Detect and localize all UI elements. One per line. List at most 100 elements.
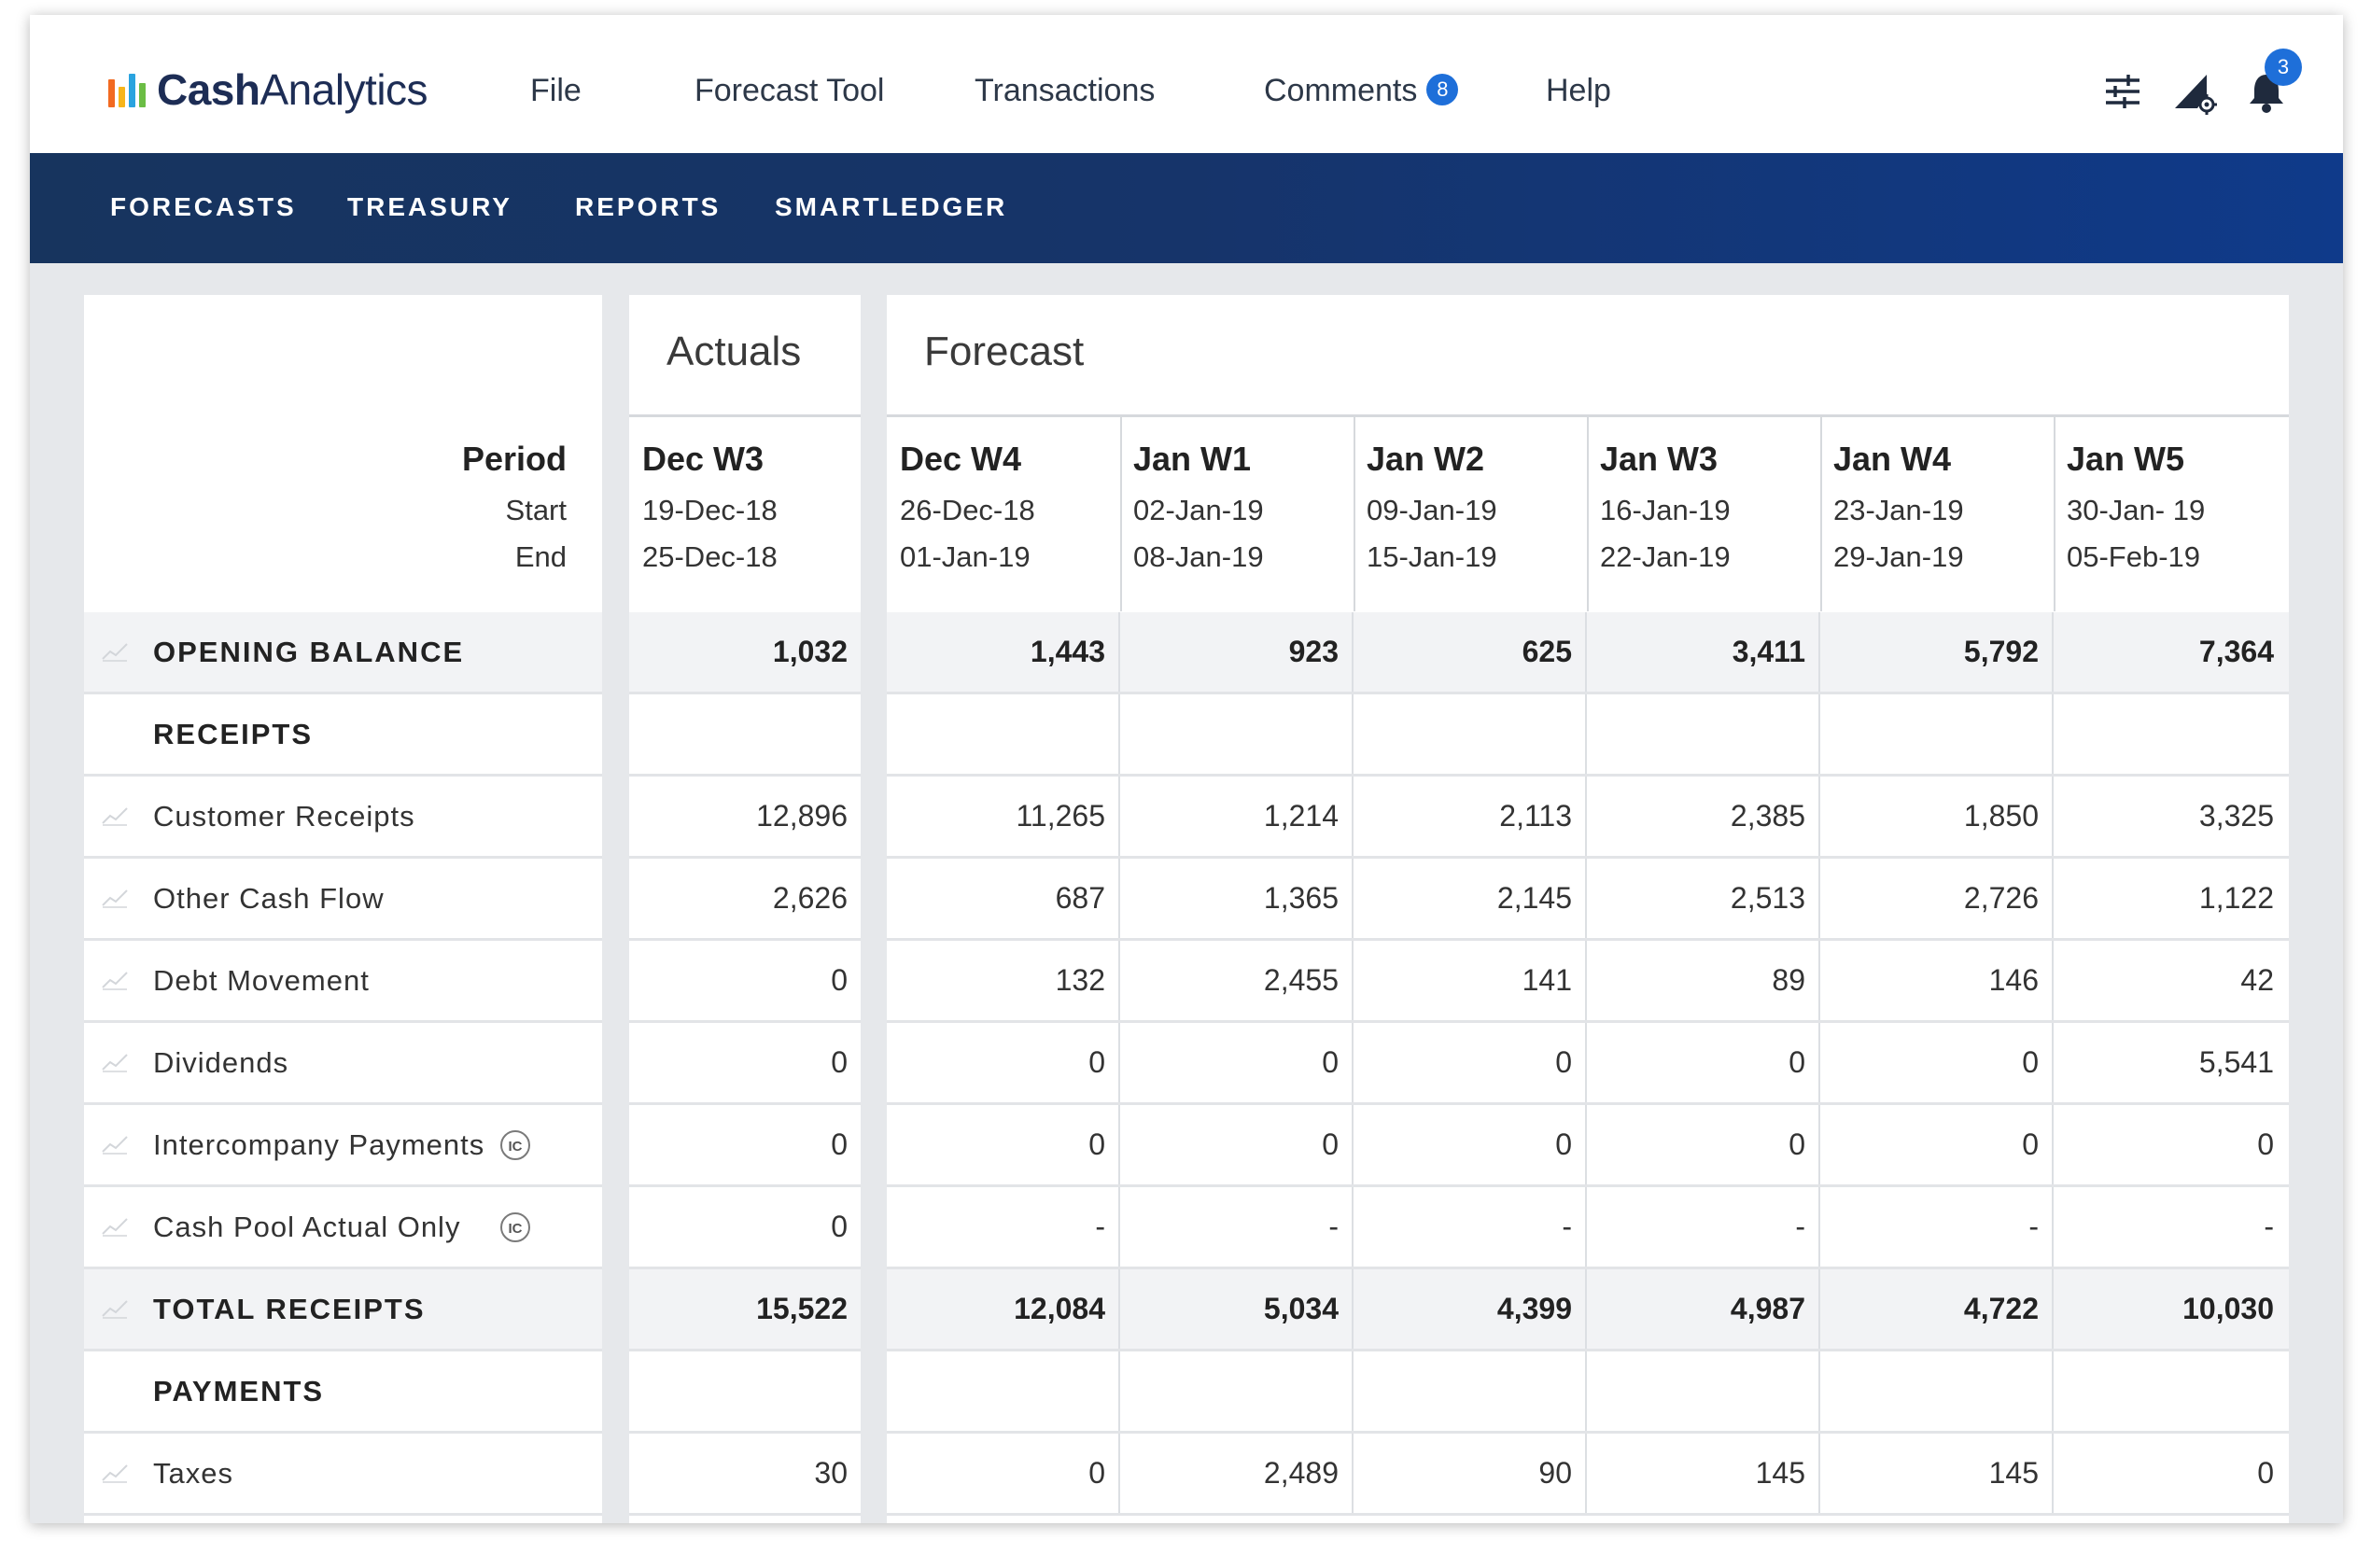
forecast-value-cell[interactable]: 0 bbox=[1820, 1105, 2054, 1184]
forecast-value-cell[interactable]: 0 bbox=[1587, 1105, 1820, 1184]
forecast-value-cell[interactable]: 0 bbox=[887, 1434, 1120, 1513]
table-row-label[interactable]: Customer Receipts bbox=[84, 777, 602, 859]
forecast-value-cell[interactable]: 1,850 bbox=[1820, 777, 2054, 856]
forecast-value-cell[interactable]: 1,122 bbox=[2198, 881, 2274, 915]
forecast-value-cell[interactable]: 5,792 bbox=[1820, 612, 2054, 692]
forecast-value-cell[interactable]: 0 bbox=[1120, 1105, 1354, 1184]
nav-reports[interactable]: REPORTS bbox=[575, 192, 722, 221]
forecast-value-cell[interactable]: 42 bbox=[2240, 963, 2274, 997]
forecast-value-cell[interactable]: 11,265 bbox=[887, 777, 1120, 856]
forecast-value-cell[interactable] bbox=[887, 694, 1120, 774]
forecast-value-cell[interactable]: 625 bbox=[1354, 612, 1587, 692]
actual-value-cell[interactable]: 30 bbox=[814, 1456, 848, 1490]
actual-value-cell[interactable]: 12,896 bbox=[756, 799, 848, 833]
table-row-label[interactable]: Debt Movement bbox=[84, 941, 602, 1023]
forecast-value-cell[interactable]: 89 bbox=[1587, 941, 1820, 1020]
actual-value-cell[interactable]: 0 bbox=[831, 1045, 848, 1079]
menu-forecast-tool[interactable]: Forecast Tool bbox=[694, 73, 885, 108]
forecast-value-cell[interactable]: 12,084 bbox=[887, 1269, 1120, 1349]
trend-chart-icon[interactable] bbox=[101, 969, 129, 991]
forecast-value-cell[interactable] bbox=[1120, 1351, 1354, 1431]
trend-chart-icon[interactable] bbox=[101, 887, 129, 909]
forecast-value-cell[interactable]: 2,513 bbox=[1587, 859, 1820, 938]
actual-value-cell[interactable] bbox=[629, 694, 861, 774]
forecast-value-cell[interactable]: 0 bbox=[1354, 1023, 1587, 1102]
forecast-value-cell[interactable] bbox=[1820, 694, 2054, 774]
forecast-value-cell[interactable]: 4,722 bbox=[1820, 1269, 2054, 1349]
forecast-value-cell[interactable]: 146 bbox=[1820, 941, 2054, 1020]
forecast-value-cell[interactable]: 687 bbox=[887, 859, 1120, 938]
network-settings-icon[interactable] bbox=[2169, 67, 2218, 116]
table-row-label[interactable]: TOTAL RECEIPTS bbox=[84, 1269, 602, 1351]
forecast-value-cell[interactable]: 3,411 bbox=[1587, 612, 1820, 692]
trend-chart-icon[interactable] bbox=[101, 1051, 129, 1073]
trend-chart-icon[interactable] bbox=[101, 805, 129, 827]
actual-value-cell[interactable]: 15,522 bbox=[756, 1292, 848, 1325]
cashanalytics-logo[interactable]: CashAnalytics bbox=[108, 62, 428, 118]
forecast-value-cell[interactable] bbox=[1587, 694, 1820, 774]
forecast-value-cell[interactable]: 1,214 bbox=[1120, 777, 1354, 856]
forecast-value-cell[interactable]: 923 bbox=[1120, 612, 1354, 692]
table-row-label[interactable]: Cash Pool Actual Only IC bbox=[84, 1187, 602, 1269]
forecast-value-cell[interactable]: 1,443 bbox=[887, 612, 1120, 692]
forecast-value-cell[interactable]: 0 bbox=[887, 1023, 1120, 1102]
forecast-value-cell[interactable]: 2,455 bbox=[1120, 941, 1354, 1020]
table-row-label[interactable]: Taxes bbox=[84, 1434, 602, 1516]
actual-value-cell[interactable]: 0 bbox=[831, 1210, 848, 1243]
menu-file[interactable]: File bbox=[530, 73, 582, 108]
forecast-value-cell[interactable]: 2,145 bbox=[1354, 859, 1587, 938]
trend-chart-icon[interactable] bbox=[101, 1215, 129, 1238]
forecast-value-cell[interactable]: - bbox=[887, 1187, 1120, 1267]
forecast-value-cell[interactable]: 0 bbox=[1354, 1105, 1587, 1184]
menu-transactions[interactable]: Transactions bbox=[975, 73, 1156, 108]
forecast-value-cell[interactable] bbox=[1120, 694, 1354, 774]
actual-value-cell[interactable]: 2,626 bbox=[772, 881, 848, 915]
forecast-value-cell[interactable]: 2,489 bbox=[1120, 1434, 1354, 1513]
forecast-value-cell[interactable]: 1,365 bbox=[1120, 859, 1354, 938]
menu-comments[interactable]: Comments 8 bbox=[1264, 73, 1459, 109]
forecast-value-cell[interactable]: - bbox=[2264, 1210, 2274, 1243]
forecast-value-cell[interactable]: - bbox=[1120, 1187, 1354, 1267]
forecast-value-cell[interactable]: 141 bbox=[1354, 941, 1587, 1020]
forecast-value-cell[interactable] bbox=[1587, 1351, 1820, 1431]
forecast-value-cell[interactable]: 0 bbox=[887, 1105, 1120, 1184]
forecast-value-cell[interactable] bbox=[2054, 1351, 2287, 1431]
table-row-label[interactable]: Dividends bbox=[84, 1023, 602, 1105]
forecast-value-cell[interactable]: 2,726 bbox=[1820, 859, 2054, 938]
trend-chart-icon[interactable] bbox=[101, 1297, 129, 1320]
forecast-value-cell[interactable]: 4,399 bbox=[1354, 1269, 1587, 1349]
actual-value-cell[interactable]: 0 bbox=[831, 963, 848, 997]
actual-value-cell[interactable]: 1,032 bbox=[772, 635, 848, 668]
sliders-icon[interactable] bbox=[2098, 67, 2147, 116]
forecast-value-cell[interactable]: 7,364 bbox=[2198, 635, 2274, 668]
table-row-label[interactable]: RECEIPTS bbox=[84, 694, 602, 777]
forecast-value-cell[interactable]: - bbox=[1354, 1187, 1587, 1267]
forecast-value-cell[interactable]: 2,385 bbox=[1587, 777, 1820, 856]
table-row-label[interactable]: OPENING BALANCE bbox=[84, 612, 602, 694]
menu-help[interactable]: Help bbox=[1546, 73, 1611, 108]
forecast-value-cell[interactable] bbox=[2054, 694, 2287, 774]
nav-treasury[interactable]: TREASURY bbox=[347, 192, 512, 221]
forecast-value-cell[interactable]: 5,034 bbox=[1120, 1269, 1354, 1349]
forecast-value-cell[interactable]: - bbox=[1587, 1187, 1820, 1267]
trend-chart-icon[interactable] bbox=[101, 640, 129, 663]
forecast-value-cell[interactable]: 3,325 bbox=[2198, 799, 2274, 833]
forecast-value-cell[interactable]: 2,113 bbox=[1354, 777, 1587, 856]
forecast-value-cell[interactable]: 0 bbox=[1120, 1023, 1354, 1102]
forecast-value-cell[interactable]: 4,987 bbox=[1587, 1269, 1820, 1349]
forecast-value-cell[interactable] bbox=[1354, 694, 1587, 774]
forecast-value-cell[interactable] bbox=[887, 1351, 1120, 1431]
nav-forecasts[interactable]: FORECASTS bbox=[110, 192, 297, 221]
table-row-label[interactable]: Other Cash Flow bbox=[84, 859, 602, 941]
forecast-value-cell[interactable]: 0 bbox=[1587, 1023, 1820, 1102]
actual-value-cell[interactable] bbox=[629, 1351, 861, 1431]
forecast-value-cell[interactable]: 0 bbox=[1820, 1023, 2054, 1102]
table-row-label[interactable]: Intercompany Payments IC bbox=[84, 1105, 602, 1187]
forecast-value-cell[interactable]: 145 bbox=[1820, 1434, 2054, 1513]
forecast-value-cell[interactable]: 132 bbox=[887, 941, 1120, 1020]
table-row-label[interactable]: PAYMENTS bbox=[84, 1351, 602, 1434]
forecast-value-cell[interactable]: 5,541 bbox=[2198, 1045, 2274, 1079]
forecast-value-cell[interactable]: 0 bbox=[2257, 1456, 2274, 1490]
forecast-value-cell[interactable]: - bbox=[1820, 1187, 2054, 1267]
forecast-value-cell[interactable]: 10,030 bbox=[2182, 1292, 2274, 1325]
